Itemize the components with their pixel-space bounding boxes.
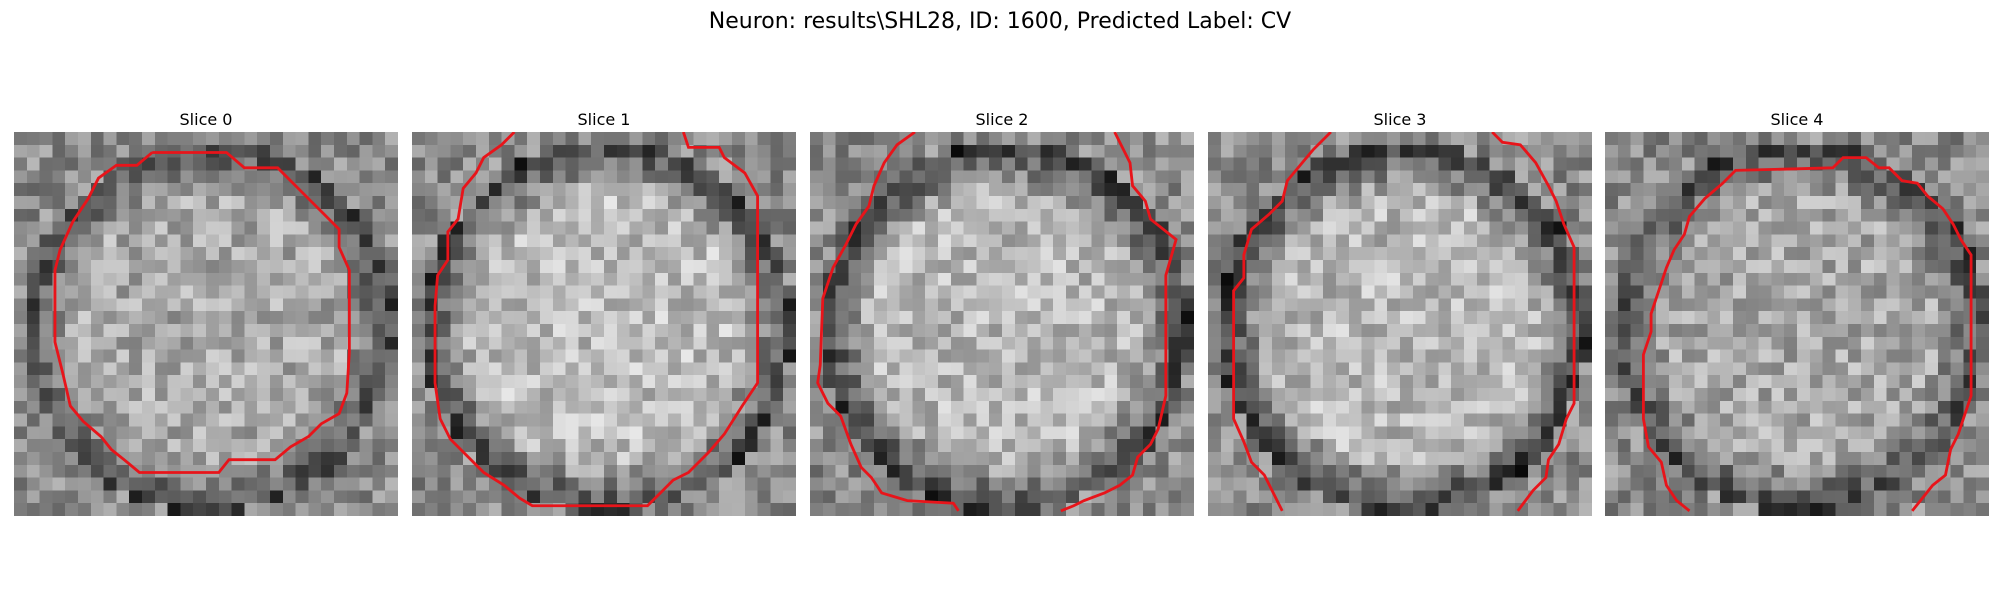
slice-panel-1: Slice 1 [412, 108, 796, 516]
slice-panel-4: Slice 4 [1605, 108, 1989, 516]
slice-image [14, 132, 398, 516]
contour-line [1491, 132, 1576, 512]
slice-title: Slice 2 [975, 110, 1029, 129]
grayscale-slice [412, 132, 796, 516]
grayscale-slice [1208, 132, 1592, 516]
slice-panel-2: Slice 2 [810, 108, 1194, 516]
slice-image [810, 132, 1194, 516]
slice-panel-3: Slice 3 [1208, 108, 1592, 516]
slice-title: Slice 4 [1770, 110, 1824, 129]
contour-line [816, 132, 960, 512]
slice-title: Slice 0 [179, 110, 233, 129]
slice-title: Slice 1 [577, 110, 631, 129]
grayscale-slice [14, 132, 398, 516]
contour-line [53, 151, 351, 474]
contour-line [433, 132, 760, 508]
slice-image [1208, 132, 1592, 516]
grayscale-slice [810, 132, 1194, 516]
contour-line [1232, 132, 1332, 512]
slice-title: Slice 3 [1373, 110, 1427, 129]
slice-image [1605, 132, 1989, 516]
slice-panel-0: Slice 0 [14, 108, 398, 516]
slice-image [412, 132, 796, 516]
figure-title: Neuron: results\SHL28, ID: 1600, Predict… [708, 9, 1292, 34]
contour-line [1641, 156, 1973, 512]
contour-line [1060, 132, 1178, 513]
grayscale-slice [1605, 132, 1989, 516]
